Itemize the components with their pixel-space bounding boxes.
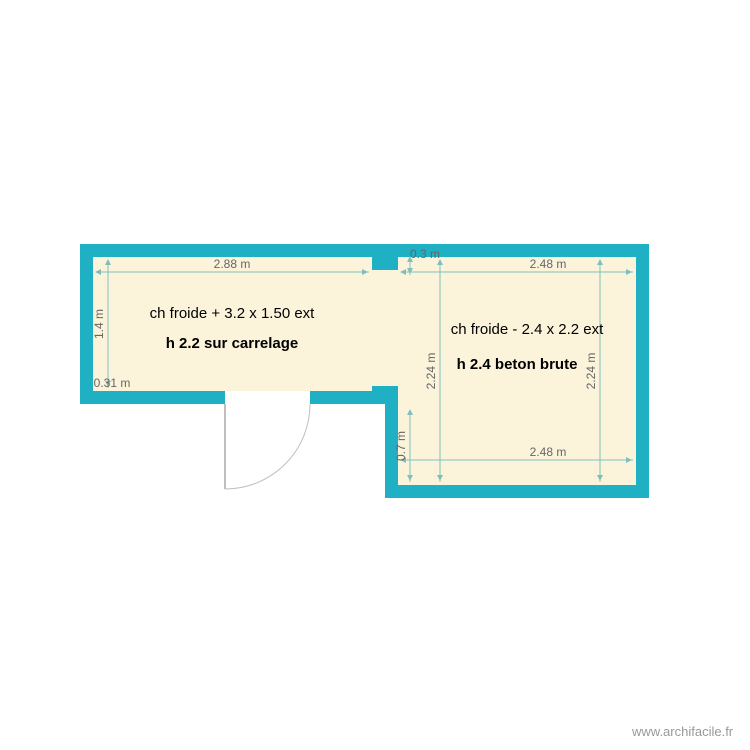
floor-plan: 2.88 m 1.4 m 0.31 m 2.48 m 2.48 m 2.24 m…	[0, 0, 750, 750]
watermark: www.archifacile.fr	[632, 724, 733, 739]
dim-left-height-label: 1.4 m	[92, 309, 106, 339]
right-room-label-2: h 2.4 beton brute	[457, 356, 578, 373]
dim-left-width-label: 2.88 m	[214, 257, 251, 271]
dim-right-width-top-label: 2.48 m	[530, 257, 567, 271]
watermark-text: www.archifacile.fr	[632, 724, 733, 739]
door-swing	[225, 404, 310, 489]
left-room-label-2: h 2.2 sur carrelage	[166, 335, 299, 352]
dim-right-bot-stub-label: 0.7 m	[394, 431, 408, 461]
dim-right-height-left-label: 2.24 m	[424, 353, 438, 390]
dim-right-width-bot-label: 2.48 m	[530, 445, 567, 459]
left-room-floor	[93, 257, 372, 391]
dim-right-height-right-label: 2.24 m	[584, 353, 598, 390]
dim-right-top-stub-label: 0.3 m	[410, 247, 440, 261]
right-room-label-1: ch froide - 2.4 x 2.2 ext	[451, 321, 604, 338]
room-connection-opening	[370, 270, 400, 386]
left-room-door-opening	[225, 391, 310, 405]
dim-left-stub-label: 0.31 m	[94, 376, 131, 390]
left-room-label-1: ch froide + 3.2 x 1.50 ext	[150, 305, 316, 322]
